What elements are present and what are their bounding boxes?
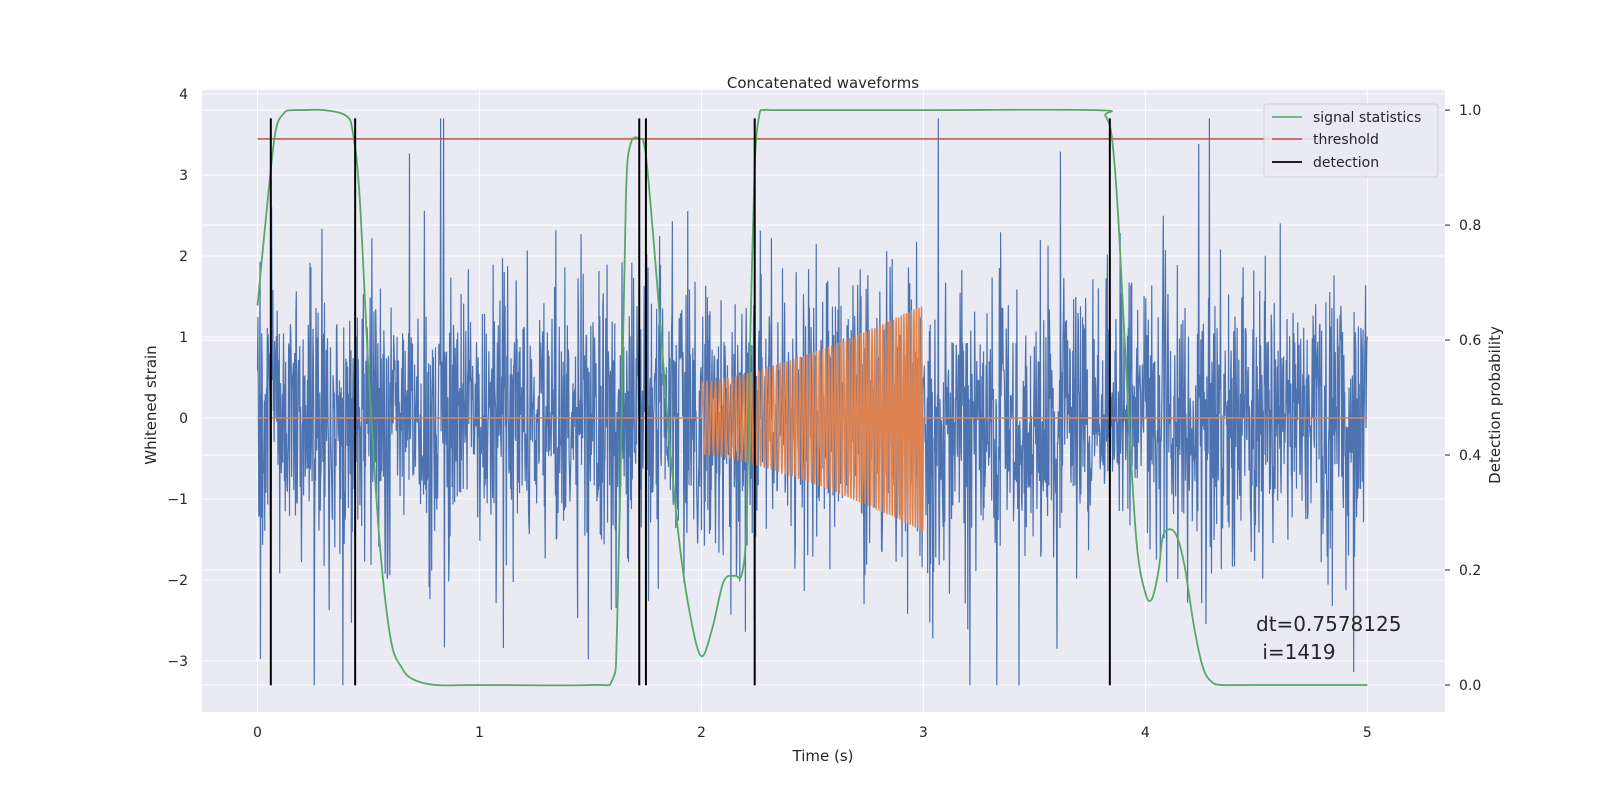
annotation-dt: dt=0.7578125 — [1256, 612, 1401, 636]
right-axis-ticks: 0.0 0.2 0.4 0.6 0.8 1.0 — [1445, 103, 1481, 694]
legend-label-threshold: threshold — [1313, 132, 1379, 148]
left-axis-ticks: −3 −2 −1 0 1 2 3 4 — [167, 87, 188, 670]
x-tick-label: 1 — [475, 725, 484, 741]
y-tick-label-right: 0.4 — [1459, 448, 1481, 464]
x-tick-label: 0 — [253, 725, 262, 741]
y-axis-label: Whitened strain — [142, 345, 160, 464]
y-axis-label-right: Detection probability — [1486, 326, 1504, 484]
y-tick-label: −3 — [167, 654, 188, 670]
y-tick-label-right: 0.8 — [1459, 218, 1481, 234]
x-tick-label: 5 — [1363, 725, 1372, 741]
y-tick-label-right: 0.6 — [1459, 333, 1481, 349]
x-tick-label: 2 — [697, 725, 706, 741]
y-tick-label: −1 — [167, 492, 188, 508]
legend: signal statistics threshold detection — [1263, 103, 1439, 178]
y-tick-label-right: 1.0 — [1459, 103, 1481, 119]
y-tick-label: 4 — [179, 87, 188, 103]
series-layer — [256, 108, 1368, 687]
x-tick-label: 3 — [919, 725, 928, 741]
annotation-i: i=1419 — [1256, 640, 1336, 664]
waveform-series-line — [257, 306, 1368, 531]
x-axis-label: Time (s) — [792, 747, 854, 765]
legend-label-signal-statistics: signal statistics — [1313, 110, 1421, 126]
y-tick-label-right: 0.0 — [1459, 678, 1481, 694]
y-tick-label: 3 — [179, 168, 188, 184]
y-tick-label-right: 0.2 — [1459, 563, 1481, 579]
detection-layer — [269, 118, 1111, 686]
x-tick-label: 4 — [1141, 725, 1150, 741]
y-tick-label: 1 — [179, 330, 188, 346]
signal-statistics-line — [256, 108, 1368, 687]
y-tick-label: 2 — [179, 249, 188, 265]
y-tick-label: −2 — [167, 573, 188, 589]
legend-box — [1263, 103, 1439, 178]
y-tick-label: 0 — [179, 411, 188, 427]
chart-title: Concatenated waveforms — [727, 74, 919, 92]
bottom-axis-ticks: 0 1 2 3 4 5 — [253, 725, 1372, 741]
legend-label-detection: detection — [1313, 155, 1379, 171]
